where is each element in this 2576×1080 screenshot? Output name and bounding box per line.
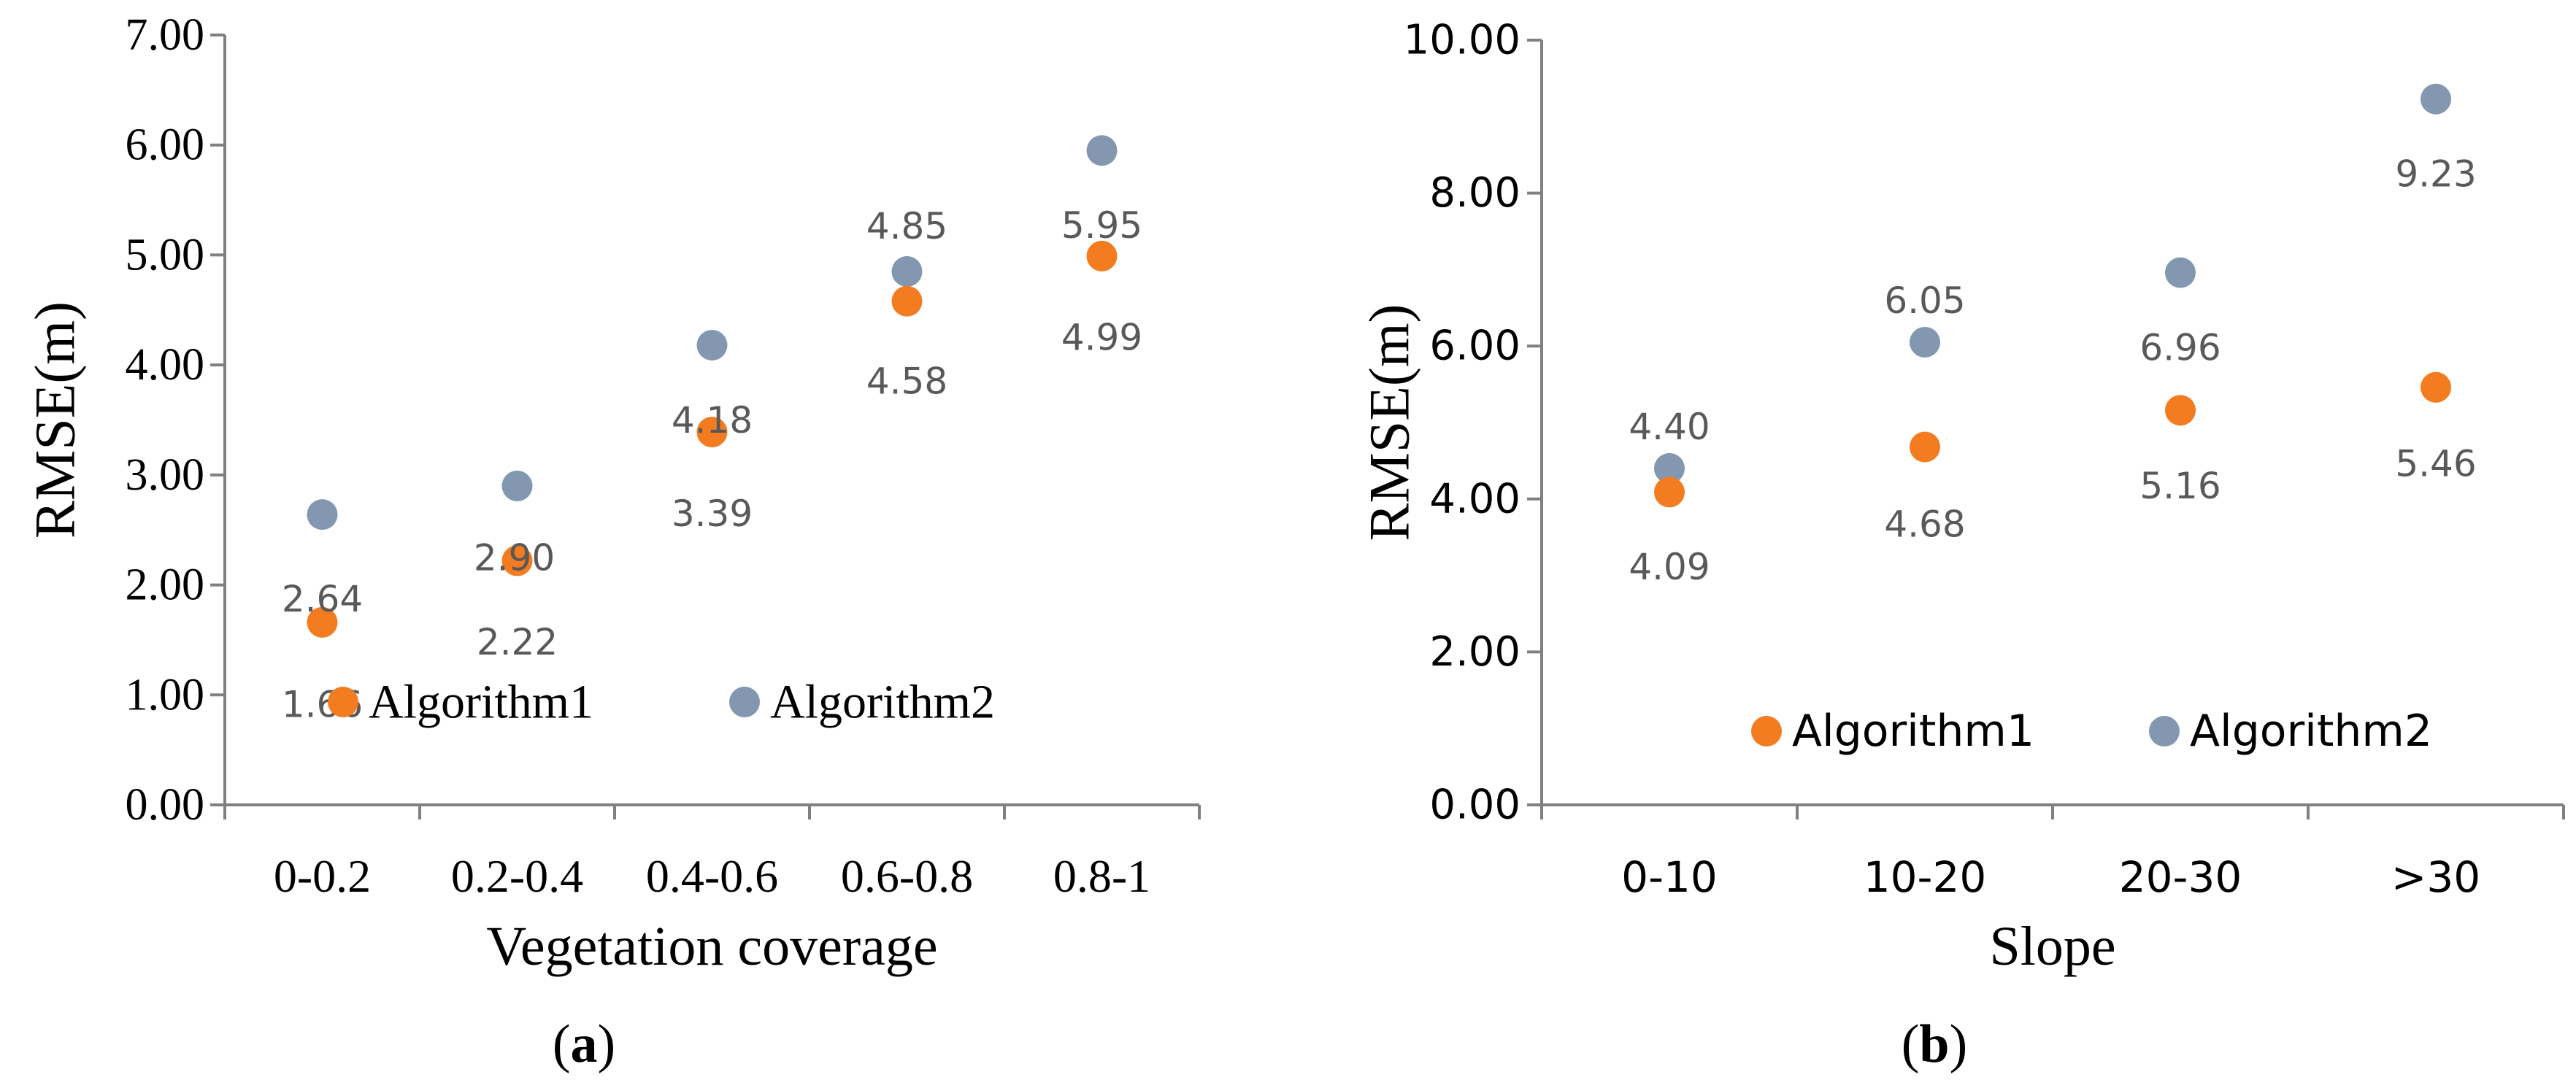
data-label: 9.23 (2395, 153, 2476, 195)
algorithm1-point (307, 606, 338, 638)
legend-marker-1 (1751, 716, 1782, 747)
y-tick-label: 0.00 (126, 780, 205, 830)
y-tick-label: 10.00 (1404, 17, 1520, 64)
algorithm2-point (501, 470, 533, 501)
legend: Algorithm1 Algorithm2 (328, 676, 995, 729)
algorithm2-point (696, 330, 728, 361)
y-axis-title: RMSE(m) (1358, 304, 1421, 541)
panel-letter: a (571, 1014, 598, 1074)
data-label: 2.64 (282, 578, 363, 620)
data-label: 3.39 (672, 493, 753, 535)
data-label: 4.58 (866, 360, 947, 403)
x-tick-label: 20-30 (2119, 852, 2242, 902)
x-tick-label: 0.4-0.6 (646, 850, 778, 902)
y-tick-label: 2.00 (126, 560, 205, 610)
x-tick-label: 0-10 (1621, 852, 1718, 902)
chart-panel-b: 0.00 2.00 4.00 6.00 8.00 10.00 0-10 10-20 20-30 >… (1358, 17, 2565, 1074)
panel-label: (b) (1902, 1014, 1967, 1074)
algorithm1-point (501, 545, 533, 576)
algorithm2-point (1086, 135, 1118, 166)
data-label: 2.22 (477, 621, 558, 663)
legend-marker-1 (328, 687, 358, 717)
data-label: 2.90 (474, 537, 555, 579)
x-tick-label: >30 (2391, 852, 2480, 902)
y-tick-label: 4.00 (1429, 475, 1520, 522)
data-label: 5.46 (2395, 443, 2476, 485)
legend-marker-2 (729, 687, 760, 717)
x-tick-label: 0.8-1 (1053, 850, 1150, 902)
y-tick-label: 8.00 (1429, 169, 1520, 217)
y-tick-label: 4.00 (126, 340, 205, 390)
algorithm1-point (1910, 431, 1940, 463)
algorithm1-point (891, 285, 923, 317)
y-tick-label: 7.00 (126, 10, 205, 60)
algorithm1-point (696, 417, 728, 448)
algorithm2-point (2165, 257, 2196, 288)
data-label: 5.95 (1061, 204, 1142, 247)
algorithm1-point (2165, 395, 2196, 426)
panel-paren-close: ) (598, 1014, 616, 1074)
data-label: 4.18 (672, 399, 753, 441)
y-tick-label: 0.00 (1429, 782, 1520, 829)
y-axis-title: RMSE(m) (23, 301, 87, 539)
data-label: 4.99 (1061, 317, 1142, 359)
x-tick-label: 10-20 (1864, 852, 1987, 902)
legend-marker-2 (2149, 716, 2180, 747)
algorithm1-point (1086, 240, 1118, 271)
data-label: 6.96 (2139, 326, 2221, 369)
y-tick-label: 1.00 (126, 670, 205, 720)
algorithm1-point (2421, 371, 2451, 403)
data-label: 6.05 (1884, 279, 1965, 322)
data-label: 5.16 (2139, 465, 2221, 507)
panel-letter: b (1919, 1014, 1949, 1074)
panel-paren-close: ) (1950, 1014, 1968, 1074)
x-tick-label: 0-0.2 (274, 850, 371, 902)
legend-label-1: Algorithm1 (1792, 706, 2034, 757)
x-tick-label: 0.6-0.8 (841, 850, 973, 902)
algorithm2-point (1910, 326, 1940, 358)
x-axis-title: Slope (1989, 916, 2115, 977)
algorithm2-point (307, 499, 338, 531)
algorithm2-point (2421, 83, 2451, 115)
data-label: 4.40 (1629, 406, 1710, 448)
data-label: 4.09 (1629, 546, 1710, 588)
algorithm1-point (1654, 477, 1685, 508)
y-tick-label: 3.00 (126, 450, 205, 500)
x-tick-label: 0.2-0.4 (451, 850, 583, 902)
y-tick-label: 5.00 (126, 230, 205, 279)
legend-label-2: Algorithm2 (2190, 706, 2432, 757)
data-label: 4.68 (1884, 503, 1965, 545)
legend: Algorithm1 Algorithm2 (1751, 706, 2432, 757)
panel-label: (a) (553, 1014, 615, 1074)
chart-panel-a: 0.00 1.00 2.00 3.00 4.00 5.00 6.00 7.00 0-0.2 0.2… (23, 10, 1201, 1074)
legend-label-1: Algorithm1 (369, 676, 593, 729)
panel-paren-open: ( (1902, 1014, 1920, 1074)
data-label: 4.85 (866, 205, 947, 247)
x-axis-title: Vegetation coverage (486, 916, 937, 977)
y-tick-label: 6.00 (126, 120, 205, 170)
panel-paren-open: ( (553, 1014, 571, 1074)
algorithm2-point (891, 256, 923, 288)
y-tick-label: 6.00 (1429, 323, 1520, 370)
y-tick-label: 2.00 (1429, 628, 1520, 676)
legend-label-2: Algorithm2 (770, 676, 995, 729)
algorithm2-point (1654, 452, 1685, 484)
